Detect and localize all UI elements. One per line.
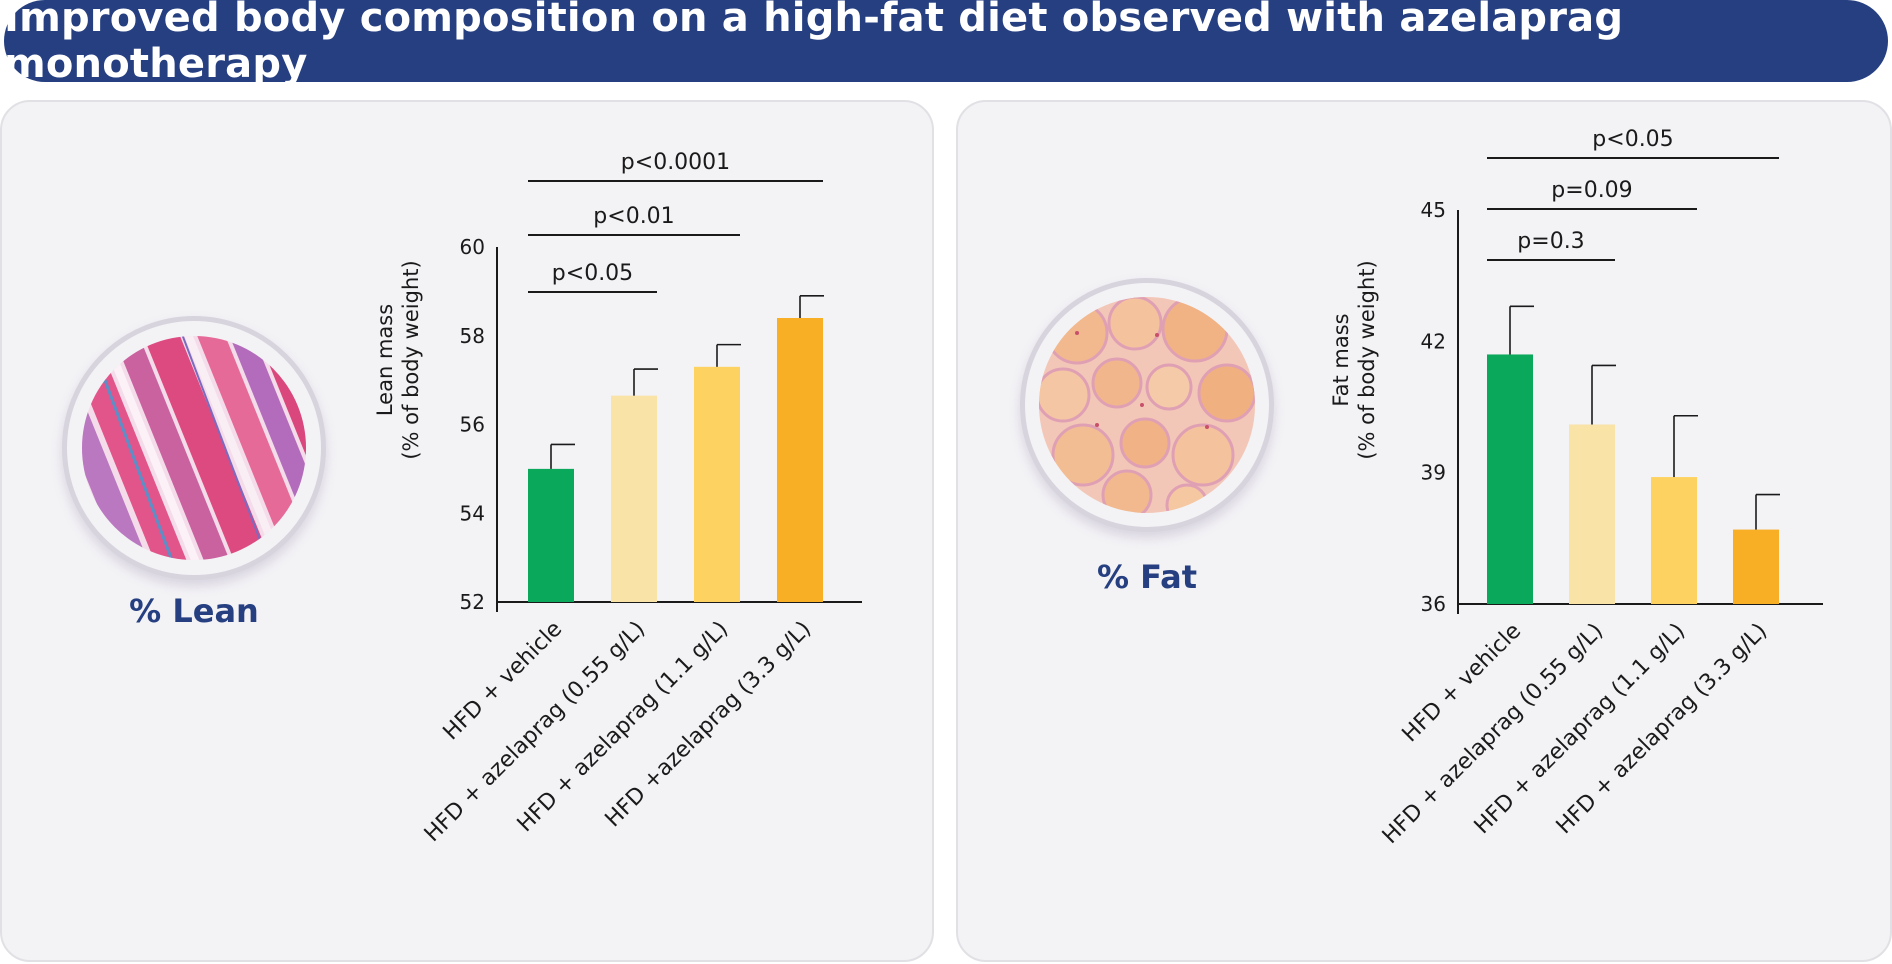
lean-mass-panel: % Lean 52 54 56 58 60 Lean mass(% of body wei… [0, 100, 934, 962]
bar [1733, 529, 1779, 604]
adipose-tissue-image [1020, 278, 1274, 532]
y-axis-title: Lean mass(% of body weight) [373, 260, 423, 459]
y-tick-label: 56 [460, 413, 485, 437]
y-tick-label: 36 [1421, 592, 1446, 616]
y-axis-title-line: (% of body weight) [1355, 260, 1379, 459]
y-tick-label: 39 [1421, 461, 1446, 485]
bar [1651, 477, 1697, 604]
p-value-label: p<0.05 [1592, 127, 1673, 152]
bar [694, 366, 740, 602]
y-axis-title: Fat mass(% of body weight) [1329, 260, 1379, 459]
y-tick-label: 42 [1421, 329, 1446, 353]
page-title: Improved body composition on a high-fat … [4, 0, 1624, 87]
bar [611, 395, 657, 602]
p-value-label: p<0.01 [593, 204, 674, 229]
bar [1569, 424, 1615, 604]
y-axis-title-line: Fat mass [1329, 313, 1353, 406]
title-banner: Improved body composition on a high-fat … [4, 0, 1888, 87]
p-value-label: p<0.05 [552, 261, 633, 286]
y-tick-label: 45 [1421, 198, 1446, 222]
p-value-label: p=0.09 [1551, 178, 1632, 203]
fat-mass-panel: % Fat 36 39 42 45 Fat mass(% of body weight)… [956, 100, 1892, 962]
y-tick-label: 60 [460, 235, 485, 259]
bar [1487, 354, 1533, 604]
bar [528, 468, 574, 602]
p-value-label: p<0.0001 [621, 150, 730, 175]
bar [777, 318, 823, 602]
y-axis-title-line: Lean mass [373, 304, 397, 416]
y-tick-label: 54 [460, 501, 485, 525]
fat-caption: % Fat [1096, 558, 1198, 596]
y-tick-label: 52 [460, 590, 485, 614]
muscle-tissue-image [62, 316, 326, 580]
p-value-label: p=0.3 [1517, 229, 1584, 254]
y-axis-title-line: (% of body weight) [399, 260, 423, 459]
lean-caption: % Lean [129, 592, 259, 630]
y-tick-label: 58 [460, 324, 485, 348]
